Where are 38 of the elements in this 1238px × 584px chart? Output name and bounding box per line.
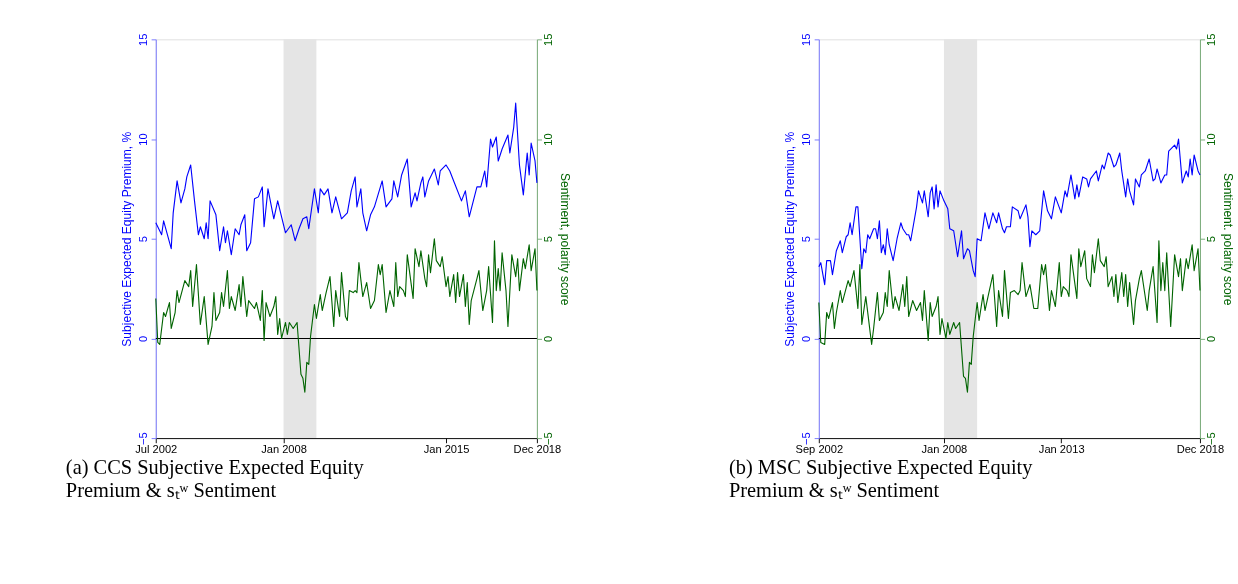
y-tick-label: 0 [136,335,149,342]
x-tick-label: Dec 2018 [1176,443,1225,456]
y2-tick-label: −5 [542,432,555,445]
text: (a) CCS Subjective Expected Equity Premium & sₜʷ Sentiment [65,456,365,501]
y2-tick-label: 5 [1205,236,1218,243]
y-tick-label: 10 [800,133,813,146]
y-tick-label: −5 [136,432,149,445]
y-tick-label: 5 [800,236,813,243]
y2-tick-label: 15 [542,33,555,47]
x-tick-label: Jan 2015 [423,443,470,456]
y2-tick-label: 15 [1205,33,1218,47]
line-series [818,238,1201,393]
y-axis-title: Subjective Expected Equity Premium, % [783,131,798,347]
x-tick-label: Jul 2002 [135,443,178,456]
y-tick-label: 5 [136,236,149,243]
y2-tick-label: 0 [1205,335,1218,342]
y2-tick-label: 0 [542,335,555,342]
line-series [155,102,538,256]
y2-tick-label: 5 [542,236,555,243]
x-tick-label: Dec 2018 [513,443,562,456]
y2-tick-label: 10 [1205,133,1218,146]
y2-axis-title: Sentiment, polarity score [557,172,572,306]
y2-tick-label: −5 [1205,432,1218,445]
x-tick-label: Sep 2002 [795,443,844,456]
line-series [818,138,1201,286]
y-tick-label: 10 [136,133,149,146]
y2-axis-title: Sentiment. polarity score [1220,172,1235,306]
y-tick-label: 0 [800,335,813,342]
x-tick-label: Jan 2008 [261,443,307,456]
y-tick-label: 15 [800,33,813,47]
y2-tick-label: 10 [542,133,555,146]
text: (b) MSC Subjective Expected Equity Premium & sₜʷ Sentiment [728,456,1034,501]
line-series [155,238,538,393]
y-tick-label: −5 [800,432,813,445]
x-tick-label: Jan 2013 [1038,443,1085,456]
y-axis-title: Subjective Expected Equity Premium, % [120,131,135,347]
x-tick-label: Jan 2008 [921,443,968,456]
y-tick-label: 15 [136,33,149,47]
